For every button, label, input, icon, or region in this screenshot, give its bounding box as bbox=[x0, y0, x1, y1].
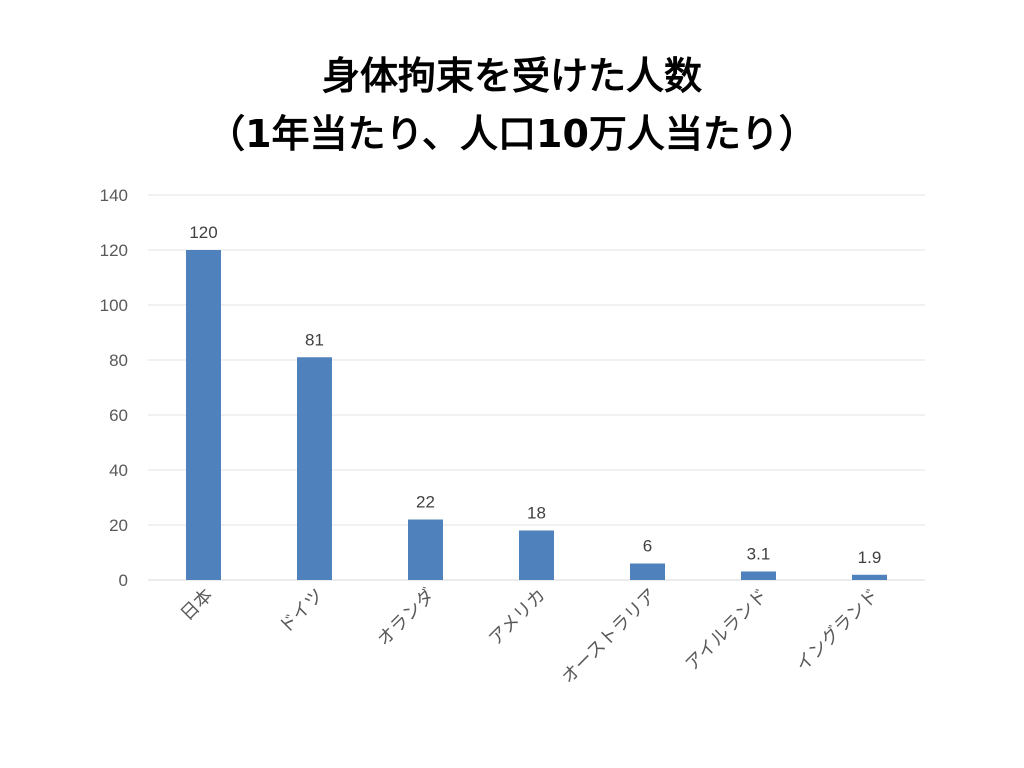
x-tick-label: オランダ bbox=[373, 585, 439, 651]
y-tick-label: 120 bbox=[100, 241, 128, 260]
x-tick-label: アメリカ bbox=[485, 585, 550, 650]
x-tick-label: オーストラリア bbox=[558, 585, 661, 688]
data-label: 81 bbox=[305, 330, 324, 349]
bar-4 bbox=[519, 530, 554, 580]
bar-5 bbox=[630, 563, 665, 580]
y-tick-label: 20 bbox=[109, 516, 128, 535]
x-tick-label: 日本 bbox=[177, 585, 217, 625]
data-label: 1.9 bbox=[858, 548, 882, 567]
bar-7 bbox=[852, 574, 887, 580]
data-label: 6 bbox=[643, 537, 652, 556]
y-tick-label: 0 bbox=[119, 571, 128, 590]
data-label: 120 bbox=[189, 223, 217, 242]
x-tick-label: アイルランド bbox=[681, 585, 772, 676]
chart-subtitle: （1年当たり、人口10万人当たり） bbox=[207, 112, 817, 156]
data-label: 18 bbox=[527, 504, 546, 523]
bar-2 bbox=[297, 357, 332, 580]
y-tick-label: 80 bbox=[109, 351, 128, 370]
y-tick-label: 140 bbox=[100, 186, 128, 205]
y-tick-label: 60 bbox=[109, 406, 128, 425]
bar-1 bbox=[186, 250, 221, 580]
data-label: 22 bbox=[416, 493, 435, 512]
x-tick-label: イングランド bbox=[792, 585, 883, 676]
y-tick-label: 40 bbox=[109, 461, 128, 480]
y-tick-label: 100 bbox=[100, 296, 128, 315]
data-label: 3.1 bbox=[747, 544, 771, 563]
x-tick-label: ドイツ bbox=[275, 585, 328, 638]
bar-6 bbox=[741, 571, 776, 580]
bar-3 bbox=[408, 519, 443, 580]
chart-title: 身体拘束を受けた人数 bbox=[321, 54, 702, 98]
